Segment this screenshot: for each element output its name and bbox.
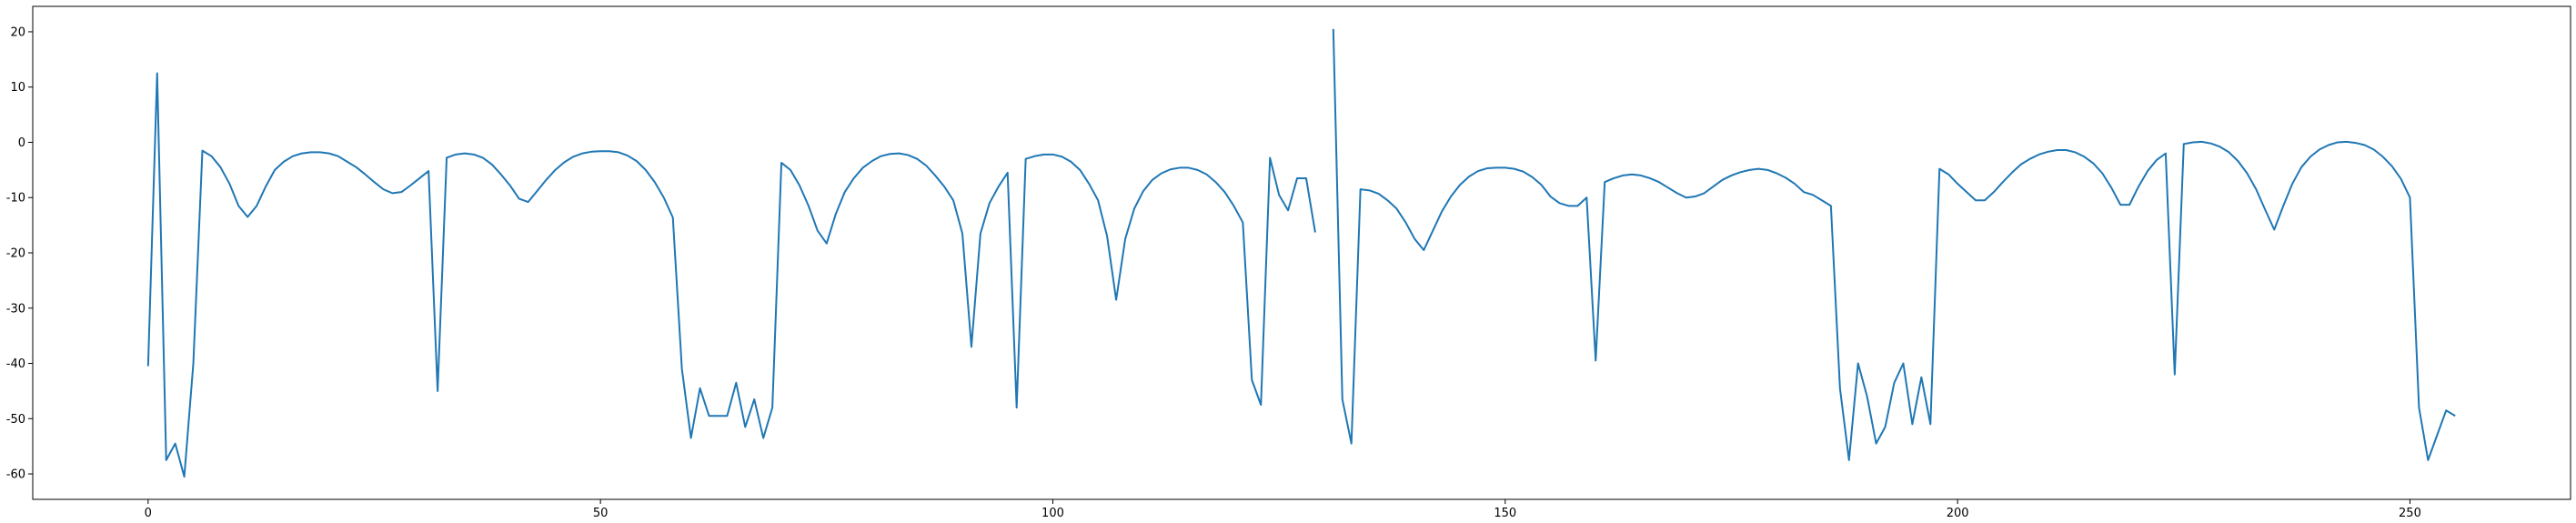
y-tick-label: -60: [6, 468, 25, 482]
x-tick-label: 100: [1041, 507, 1064, 520]
y-tick-label: -20: [6, 247, 25, 261]
x-tick-label: 150: [1494, 507, 1516, 520]
x-tick-label: 50: [593, 507, 609, 520]
x-tick-label: 250: [2399, 507, 2421, 520]
y-tick-label: -30: [6, 302, 25, 316]
y-tick-label: -40: [6, 357, 25, 371]
y-tick-label: 10: [10, 81, 25, 95]
y-tick-label: 20: [10, 25, 25, 39]
y-tick-label: -50: [6, 413, 25, 427]
y-tick-label: -10: [6, 192, 25, 206]
y-tick-label: 0: [18, 136, 25, 150]
plot-frame: [32, 5, 2571, 500]
x-tick-label: 200: [1947, 507, 1969, 520]
data-line: [146, 28, 2456, 478]
x-tick-label: 0: [145, 507, 152, 520]
